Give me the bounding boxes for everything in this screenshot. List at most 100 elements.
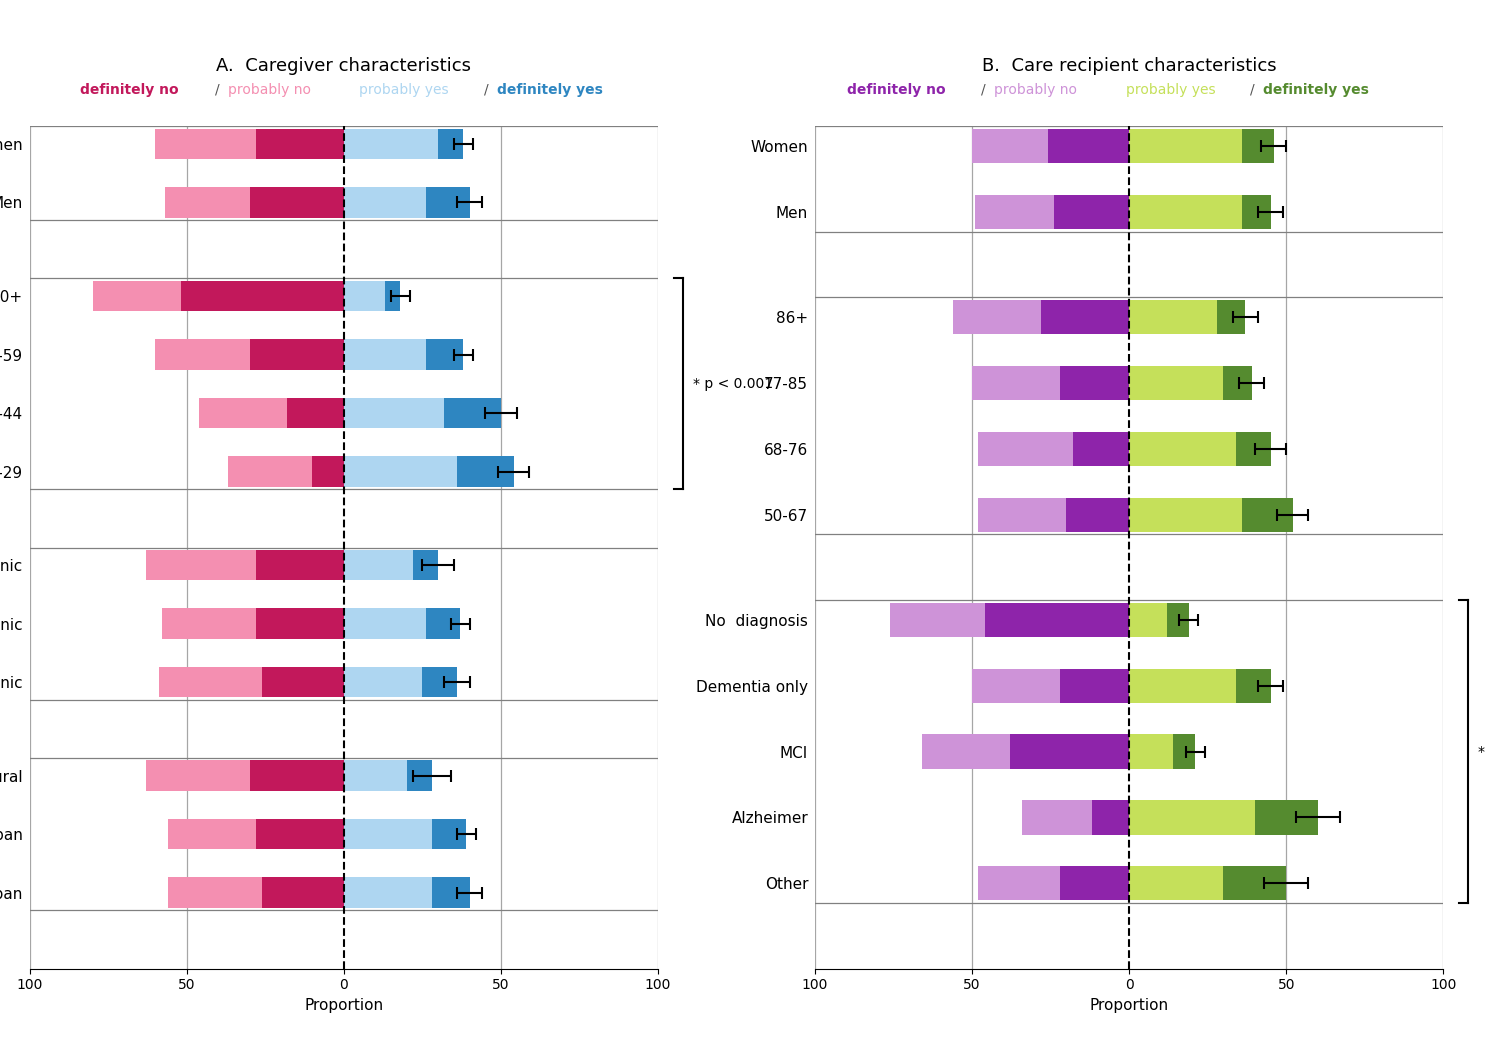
X-axis label: Proportion: Proportion bbox=[305, 998, 384, 1013]
Bar bbox=[165, 187, 250, 218]
Bar bbox=[1067, 498, 1129, 532]
Bar bbox=[344, 609, 426, 639]
Bar bbox=[972, 128, 1048, 163]
Bar bbox=[1237, 669, 1271, 703]
Bar bbox=[1129, 602, 1167, 637]
Bar bbox=[1173, 735, 1195, 769]
Bar bbox=[1242, 195, 1271, 229]
Bar bbox=[423, 667, 457, 697]
Bar bbox=[426, 609, 460, 639]
Bar bbox=[250, 187, 344, 218]
Text: probably no: probably no bbox=[228, 82, 311, 97]
Bar bbox=[1223, 866, 1286, 900]
Bar bbox=[344, 456, 457, 486]
Bar bbox=[1059, 669, 1129, 703]
Bar bbox=[1129, 498, 1242, 532]
Bar bbox=[199, 398, 287, 429]
Bar bbox=[344, 128, 437, 159]
Bar bbox=[972, 366, 1059, 400]
Bar bbox=[975, 195, 1054, 229]
Title: B.  Care recipient characteristics: B. Care recipient characteristics bbox=[982, 57, 1277, 75]
Bar bbox=[1129, 128, 1242, 163]
Text: /: / bbox=[484, 82, 488, 97]
Bar bbox=[1129, 669, 1237, 703]
Bar bbox=[256, 819, 344, 850]
Bar bbox=[146, 550, 256, 580]
Text: definitely no: definitely no bbox=[847, 82, 945, 97]
Text: /: / bbox=[214, 82, 219, 97]
Bar bbox=[1129, 300, 1217, 335]
Bar bbox=[344, 760, 406, 791]
Bar bbox=[256, 128, 344, 159]
Bar bbox=[146, 760, 250, 791]
Bar bbox=[1223, 366, 1251, 400]
Bar bbox=[180, 281, 344, 312]
Bar bbox=[432, 877, 470, 908]
Bar bbox=[312, 456, 344, 486]
Bar bbox=[1129, 800, 1254, 834]
Text: probably no: probably no bbox=[994, 82, 1077, 97]
Bar bbox=[1054, 195, 1129, 229]
Bar bbox=[256, 609, 344, 639]
Bar bbox=[92, 281, 180, 312]
Bar bbox=[159, 667, 262, 697]
Bar bbox=[1129, 366, 1223, 400]
Bar bbox=[287, 398, 344, 429]
Bar bbox=[1129, 866, 1223, 900]
Bar bbox=[344, 877, 432, 908]
Bar bbox=[1217, 300, 1245, 335]
Bar bbox=[1167, 602, 1189, 637]
Bar bbox=[344, 550, 414, 580]
Bar bbox=[1022, 800, 1092, 834]
Bar bbox=[445, 398, 501, 429]
Bar bbox=[385, 281, 400, 312]
X-axis label: Proportion: Proportion bbox=[1089, 998, 1168, 1013]
Text: probably yes: probably yes bbox=[1126, 82, 1216, 97]
Bar bbox=[1242, 128, 1274, 163]
Bar bbox=[262, 667, 344, 697]
Bar bbox=[1237, 432, 1271, 465]
Bar bbox=[979, 866, 1059, 900]
Bar bbox=[1059, 366, 1129, 400]
Bar bbox=[1059, 866, 1129, 900]
Bar bbox=[1129, 432, 1237, 465]
Bar bbox=[1042, 300, 1129, 335]
Bar bbox=[344, 667, 423, 697]
Text: * p < 0.001: * p < 0.001 bbox=[1478, 744, 1488, 758]
Bar bbox=[1242, 498, 1293, 532]
Text: definitely yes: definitely yes bbox=[497, 82, 603, 97]
Text: probably yes: probably yes bbox=[359, 82, 449, 97]
Bar bbox=[1129, 195, 1242, 229]
Bar bbox=[1092, 800, 1129, 834]
Bar bbox=[432, 819, 466, 850]
Title: A.  Caregiver characteristics: A. Caregiver characteristics bbox=[216, 57, 472, 75]
Bar bbox=[1129, 735, 1173, 769]
Bar bbox=[344, 281, 385, 312]
Bar bbox=[155, 128, 256, 159]
Bar bbox=[344, 398, 445, 429]
Bar bbox=[985, 602, 1129, 637]
Bar bbox=[262, 877, 344, 908]
Bar bbox=[228, 456, 312, 486]
Bar bbox=[344, 819, 432, 850]
Text: * p < 0.001: * p < 0.001 bbox=[692, 377, 772, 391]
Bar bbox=[250, 760, 344, 791]
Bar bbox=[250, 339, 344, 370]
Bar bbox=[256, 550, 344, 580]
Bar bbox=[1048, 128, 1129, 163]
Bar bbox=[954, 300, 1042, 335]
Bar bbox=[414, 550, 437, 580]
Bar bbox=[890, 602, 985, 637]
Bar bbox=[1254, 800, 1318, 834]
Bar bbox=[406, 760, 432, 791]
Bar bbox=[1010, 735, 1129, 769]
Bar bbox=[1073, 432, 1129, 465]
Bar bbox=[162, 609, 256, 639]
Bar bbox=[426, 187, 470, 218]
Bar bbox=[457, 456, 513, 486]
Bar bbox=[155, 339, 250, 370]
Text: definitely no: definitely no bbox=[80, 82, 179, 97]
Bar bbox=[344, 187, 426, 218]
Bar bbox=[344, 339, 426, 370]
Bar bbox=[168, 877, 262, 908]
